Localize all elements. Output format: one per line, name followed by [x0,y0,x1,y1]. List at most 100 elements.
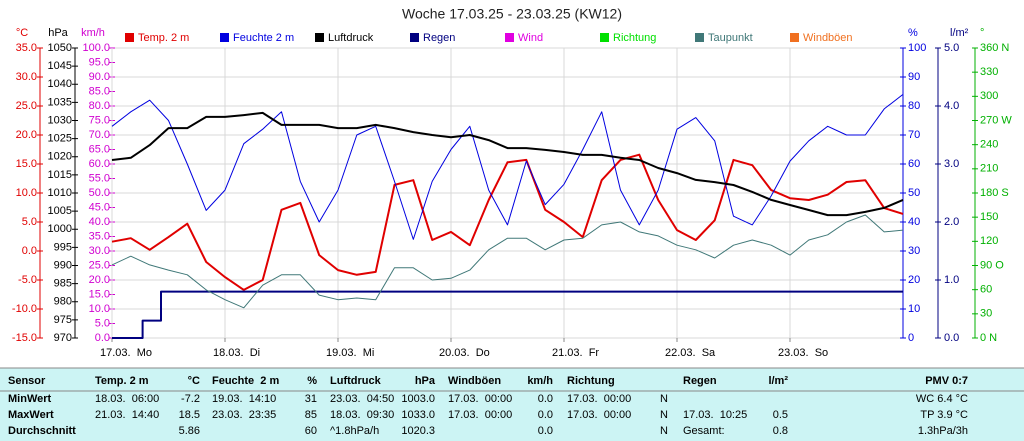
y-tick-label: 1025 [48,133,72,145]
y-tick-label: 40 [908,216,920,228]
table-header: °C [188,375,200,387]
series-line [111,94,904,240]
y-tick-label: 1005 [48,205,72,217]
table-cell: 5.86 [179,425,200,437]
series-line [112,290,903,339]
table-header: % [307,375,317,387]
y-tick-label: 210 [980,163,998,175]
table-cell: 0.0 [538,393,553,405]
y-tick-label: 30.0 [16,71,37,83]
table-cell: N [660,425,668,437]
y-tick-label: 20 [908,274,920,286]
table-cell: 31 [305,393,317,405]
y-tick-label: 45.0 [89,201,110,213]
y-tick-label: 30.0 [89,245,110,257]
table-header: Regen [683,375,717,387]
y-tick-label: 1.0 [944,274,959,286]
y-tick-label: 90 [908,71,920,83]
row-label: MaxWert [8,409,54,421]
table-cell: 0.0 [538,409,553,421]
y-tick-label: 50.0 [89,187,110,199]
table-cell: 17.03. 00:00 [567,409,631,421]
y-tick-label: 65.0 [89,143,110,155]
table-cell: 60 [305,425,317,437]
y-tick-label: 25.0 [89,259,110,271]
y-tick-label: 0 N [980,332,997,344]
chart-title: Woche 17.03.25 - 23.03.25 (KW12) [402,6,622,22]
legend-label: Wind [518,32,543,44]
y-tick-label: 270 W [980,114,1012,126]
table-cell: 17.03. 00:00 [448,409,512,421]
y-tick-label: 30 [980,308,992,320]
x-tick-label: 23.03. So [778,347,828,359]
table-cell: 21.03. 14:40 [95,409,159,421]
legend-label: Taupunkt [708,32,753,44]
series-line [111,153,904,291]
table-cell: 85 [305,409,317,421]
y-tick-label: 55.0 [89,172,110,184]
y-tick-label: 20.0 [16,129,37,141]
y-tick-label: 35.0 [16,42,37,54]
y-tick-label: 120 [980,235,998,247]
table-header: Feuchte 2 m [212,375,279,387]
y-tick-label: 1040 [48,78,72,90]
table-header: Sensor [8,375,46,387]
y-tick-label: 25.0 [16,100,37,112]
y-tick-label: 80 [908,100,920,112]
legend-label: Temp. 2 m [138,32,189,44]
y-tick-label: -15.0 [12,332,37,344]
y-tick-label: 1000 [48,223,72,235]
y-tick-label: 1035 [48,96,72,108]
table-cell: 18.03. 06:00 [95,393,159,405]
table-header: Luftdruck [330,375,382,387]
table-cell: 1020.3 [401,425,435,437]
table-cell: 17.03. 00:00 [448,393,512,405]
table-cell: 17.03. 00:00 [567,393,631,405]
y-tick-label: 5.0 [944,42,959,54]
table-header: Windböen [448,375,501,387]
series-line [111,214,904,309]
table-header: l/m² [768,375,788,387]
legend-label: Regen [423,32,455,44]
table-cell: 17.03. 10:25 [683,409,747,421]
y-tick-label: 90 O [980,259,1004,271]
y-tick-label: 35.0 [89,230,110,242]
table-header: km/h [527,375,553,387]
table-cell: 0.8 [773,425,788,437]
table-cell: 1033.0 [401,409,435,421]
legend-label: Feuchte 2 m [233,32,294,44]
legend-swatch [600,33,609,42]
y-tick-label: 15.0 [16,158,37,170]
y-tick-label: 90.0 [89,71,110,83]
table-cell: ^1.8hPa/h [330,425,379,437]
y-tick-label: 995 [54,241,72,253]
y-tick-label: 50 [908,187,920,199]
table-cell: 23.03. 04:50 [330,393,394,405]
y-tick-label: 300 [980,90,998,102]
y-tick-label: 150 [980,211,998,223]
y-tick-label: 1045 [48,60,72,72]
table-cell: N [660,409,668,421]
legend-swatch [695,33,704,42]
legend-label: Windböen [803,32,853,44]
y-tick-label: 975 [54,314,72,326]
x-tick-label: 17.03. Mo [100,347,152,359]
table-cell: -7.2 [181,393,200,405]
y-tick-label: 70 [908,129,920,141]
y-tick-label: 5.0 [95,317,110,329]
table-header: Temp. 2 m [95,375,149,387]
y-tick-label: 20.0 [89,274,110,286]
y-tick-label: 1020 [48,151,72,163]
series-line [111,111,904,217]
y-tick-label: 85.0 [89,85,110,97]
y-tick-label: 10.0 [89,303,110,315]
y-tick-label: 3.0 [944,158,959,170]
y-tick-label: 330 [980,66,998,78]
table-cell: 1.3hPa/3h [918,425,968,437]
y-tick-label: 0.0 [22,245,37,257]
y-tick-label: 1030 [48,114,72,126]
table-cell: 19.03. 14:10 [212,393,276,405]
table-header: Richtung [567,375,615,387]
y-tick-label: 60.0 [89,158,110,170]
axis-label: °C [16,27,28,39]
